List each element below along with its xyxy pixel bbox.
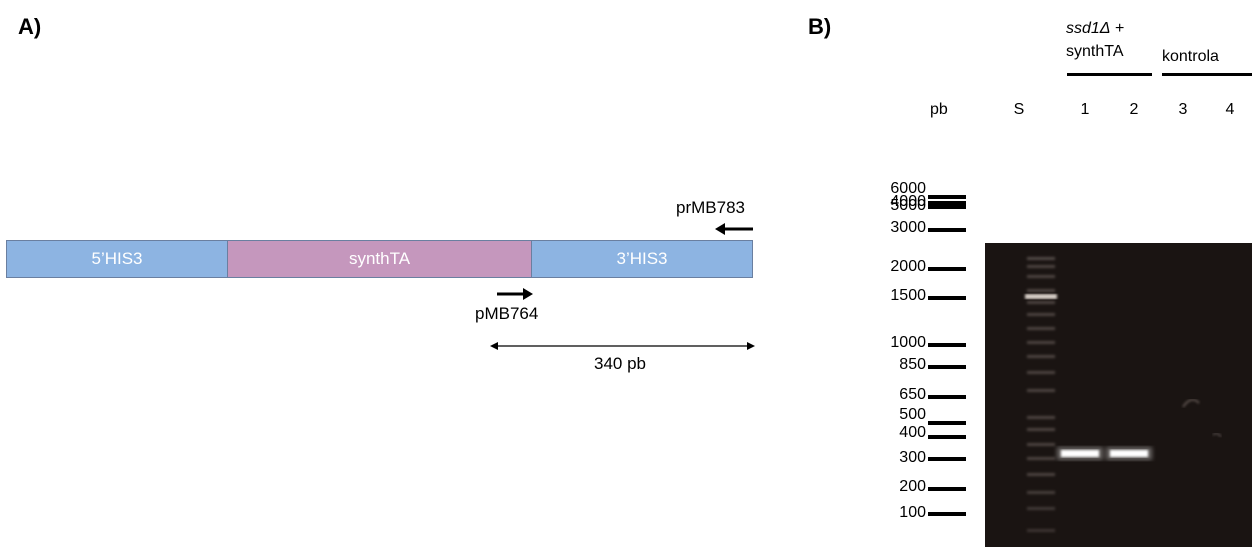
ladder-tick-850 (928, 365, 966, 369)
lane-label-4: 4 (1225, 101, 1235, 118)
ladder-label-300: 300 (899, 449, 926, 466)
ladder-label-100: 100 (899, 504, 926, 521)
lane2-band (1110, 450, 1148, 457)
ladder-tick-5000 (928, 205, 966, 209)
group2-label: kontrola (1162, 48, 1219, 65)
gel-image (985, 243, 1252, 547)
primer-forward-arrow (497, 288, 533, 300)
lane-label-3: 3 (1178, 101, 1188, 118)
group1-plus: + (1110, 20, 1125, 37)
lane-label-standard: S (1013, 101, 1025, 118)
ladder-tick-6000 (928, 195, 966, 199)
segment-synthta: synthTA (227, 240, 532, 278)
primer-forward-label: pMB764 (475, 304, 539, 323)
ladder-tick-300 (928, 457, 966, 461)
ladder-label-850: 850 (899, 356, 926, 373)
ladder-tick-200 (928, 487, 966, 491)
unit-header: pb (930, 101, 948, 118)
primer-reverse-arrow (715, 223, 753, 235)
standard-band-1500 (1025, 294, 1057, 299)
ladder-tick-400 (928, 435, 966, 439)
ladder-tick-500 (928, 421, 966, 425)
segment-3his3: 3’HIS3 (531, 240, 753, 278)
ladder-label-400: 400 (899, 424, 926, 441)
ladder-tick-2000 (928, 267, 966, 271)
ladder-label-3000: 3000 (890, 219, 926, 236)
ladder-tick-650 (928, 395, 966, 399)
group1-strain: ssd1Δ (1066, 20, 1111, 37)
ladder-label-2000: 2000 (890, 258, 926, 275)
ladder-label-6000: 6000 (890, 180, 926, 197)
ladder-tick-100 (928, 512, 966, 516)
ladder-tick-1000 (928, 343, 966, 347)
ladder-label-500: 500 (899, 406, 926, 423)
group2-bracket (1162, 73, 1252, 76)
ladder-label-200: 200 (899, 478, 926, 495)
panel-b-label: B) (808, 14, 832, 39)
group1-label-line2: synthTA (1066, 43, 1124, 60)
ladder-label-4000: 4000 (890, 193, 926, 210)
ladder-label-650: 650 (899, 386, 926, 403)
product-size-arrow (490, 342, 755, 350)
segment-5his3: 5’HIS3 (6, 240, 228, 278)
ladder-label-1500: 1500 (890, 287, 926, 304)
ladder-label-5000: 5000 (890, 197, 926, 214)
ladder-tick-3000 (928, 228, 966, 232)
lane1-band (1061, 450, 1099, 457)
lane-label-2: 2 (1129, 101, 1139, 118)
ladder-tick-4000 (928, 201, 966, 205)
ladder-tick-1500 (928, 296, 966, 300)
ladder-label-1000: 1000 (890, 334, 926, 351)
primer-reverse-label: prMB783 (676, 198, 745, 217)
group1-label-line1: ssd1Δ + (1066, 20, 1124, 38)
group1-bracket (1067, 73, 1152, 76)
product-size-label: 340 pb (594, 354, 646, 373)
panel-a-label: A) (18, 14, 42, 39)
gel-bands (1025, 257, 1222, 532)
lane-label-1: 1 (1080, 101, 1090, 118)
